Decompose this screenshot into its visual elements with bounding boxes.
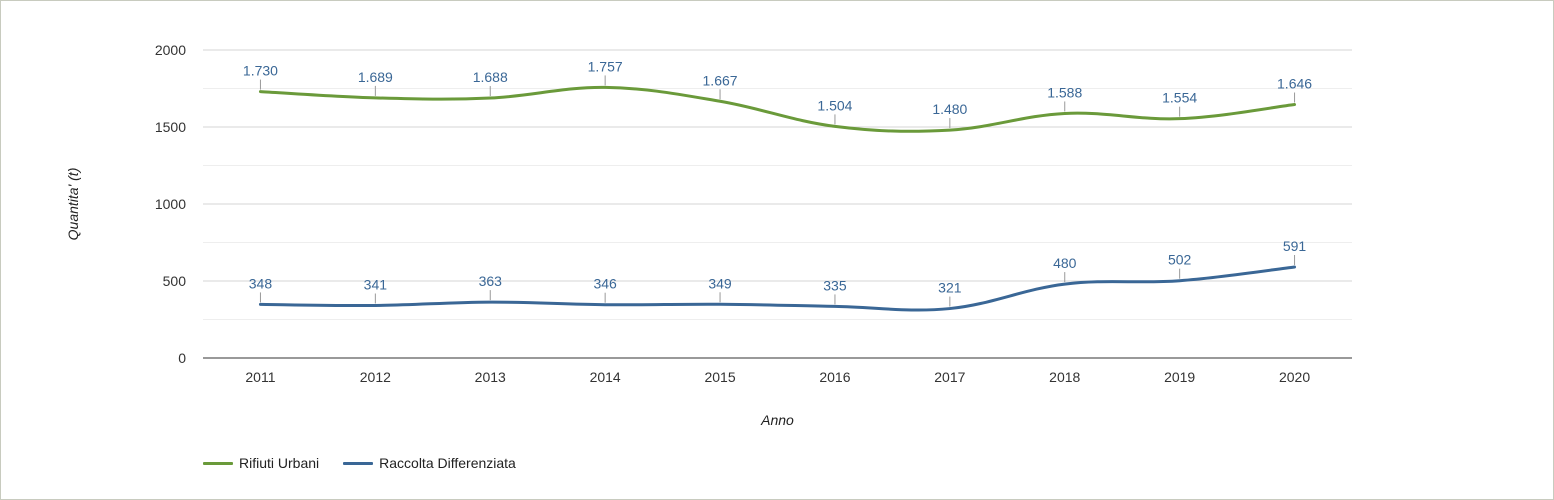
data-labels: 1.730 1.689 1.688 1.757 1.667 1.504 1.480 1.588… — [243, 58, 1312, 307]
legend-swatch — [343, 461, 374, 465]
legend-item-rifiuti-urbani[interactable]: Rifiuti Urbani — [203, 455, 319, 471]
data-label: 1.646 — [1277, 76, 1312, 92]
grid-lines — [203, 49, 1352, 320]
y-tick-label: 2000 — [155, 42, 186, 58]
data-label: 480 — [1053, 255, 1077, 271]
data-label: 348 — [249, 275, 273, 291]
x-tick-label: 2014 — [590, 369, 621, 385]
x-tick-label: 2011 — [245, 369, 275, 385]
legend-label: Rifiuti Urbani — [239, 455, 320, 471]
series-line-0 — [258, 85, 1297, 133]
legend-item-raccolta-differenziata[interactable]: Raccolta Differenziata — [343, 455, 516, 471]
data-label: 502 — [1168, 252, 1192, 268]
data-label: 1.688 — [473, 69, 508, 85]
x-axis-title: Anno — [760, 412, 794, 428]
data-label: 1.689 — [358, 69, 393, 85]
y-tick-label: 500 — [163, 273, 187, 289]
y-tick-label: 0 — [178, 350, 186, 366]
x-tick-label: 2017 — [934, 369, 965, 385]
y-axis-title: Quantita' (t) — [65, 168, 81, 241]
x-tick-label: 2016 — [819, 369, 850, 385]
data-label: 349 — [708, 275, 732, 291]
x-axis-ticks: 2011 2012 2013 2014 2015 2016 2017 2018 2019 2020 — [245, 369, 1310, 385]
data-label: 1.588 — [1047, 84, 1082, 100]
series-line-1 — [258, 265, 1297, 312]
data-label: 321 — [938, 280, 962, 296]
series-lines — [258, 85, 1297, 312]
data-label: 335 — [823, 277, 847, 293]
x-tick-label: 2020 — [1279, 369, 1310, 385]
y-tick-label: 1000 — [155, 196, 186, 212]
legend: Rifiuti Urbani Raccolta Differenziata — [203, 455, 540, 471]
legend-label: Raccolta Differenziata — [379, 455, 516, 471]
data-label: 1.480 — [932, 101, 967, 117]
data-label: 363 — [479, 273, 503, 289]
x-tick-label: 2019 — [1164, 369, 1195, 385]
data-label: 1.730 — [243, 63, 278, 79]
data-label: 591 — [1283, 238, 1307, 254]
x-tick-label: 2015 — [704, 369, 735, 385]
y-tick-label: 1500 — [155, 119, 186, 135]
data-label: 1.757 — [588, 58, 623, 74]
legend-swatch — [203, 461, 233, 465]
x-tick-label: 2012 — [360, 369, 391, 385]
data-label: 1.667 — [703, 72, 738, 88]
x-tick-label: 2013 — [475, 369, 506, 385]
x-tick-label: 2018 — [1049, 369, 1080, 385]
data-label: 346 — [593, 276, 617, 292]
data-label: 341 — [364, 276, 388, 292]
y-axis-ticks: 0 500 1000 1500 2000 — [155, 42, 186, 366]
data-label: 1.554 — [1162, 90, 1197, 106]
data-label: 1.504 — [817, 97, 852, 113]
